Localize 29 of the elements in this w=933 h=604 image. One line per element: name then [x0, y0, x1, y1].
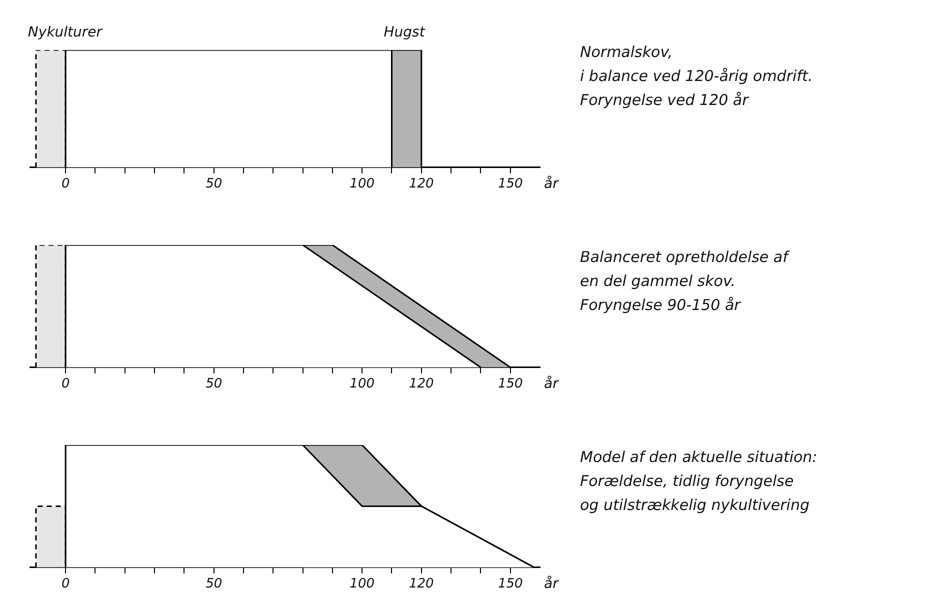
x-tick-label: 0 [61, 176, 70, 192]
text: Forældelse, tidlig foryngelse [580, 471, 795, 492]
text: og utilstrækkelig nykultivering [580, 495, 810, 516]
text: i balance ved 120-årig omdrift. [580, 66, 813, 87]
x-tick-label: 50 [206, 576, 222, 592]
x-tick-label: 150 [498, 376, 523, 392]
annotation: Nykulturer [28, 24, 104, 41]
x-tick-label: 100 [350, 176, 375, 192]
x-tick-label: 120 [408, 176, 434, 192]
x-axis-title: år [544, 175, 560, 192]
x-tick-label: 100 [350, 576, 375, 592]
x-tick-label: 150 [498, 176, 523, 192]
x-tick-label: 120 [408, 376, 434, 392]
text: Foryngelse ved 120 år [580, 90, 750, 111]
annotation: Hugst [384, 24, 426, 41]
x-axis-title: år [544, 575, 560, 592]
x-axis-title: år [544, 375, 560, 392]
text: Normalskov, [580, 42, 674, 63]
x-tick-label: 150 [498, 576, 523, 592]
x-tick-label: 0 [61, 576, 70, 592]
x-tick-label: 50 [206, 376, 222, 392]
text: en del gammel skov. [580, 271, 736, 292]
text: Balanceret opretholdelse af [580, 247, 788, 268]
x-tick-label: 100 [350, 376, 375, 392]
text: Foryngelse 90-150 år [580, 295, 742, 316]
x-tick-label: 0 [61, 376, 70, 392]
text: Model af den aktuelle situation: [580, 447, 818, 468]
x-tick-label: 50 [206, 176, 222, 192]
x-tick-label: 120 [408, 576, 434, 592]
